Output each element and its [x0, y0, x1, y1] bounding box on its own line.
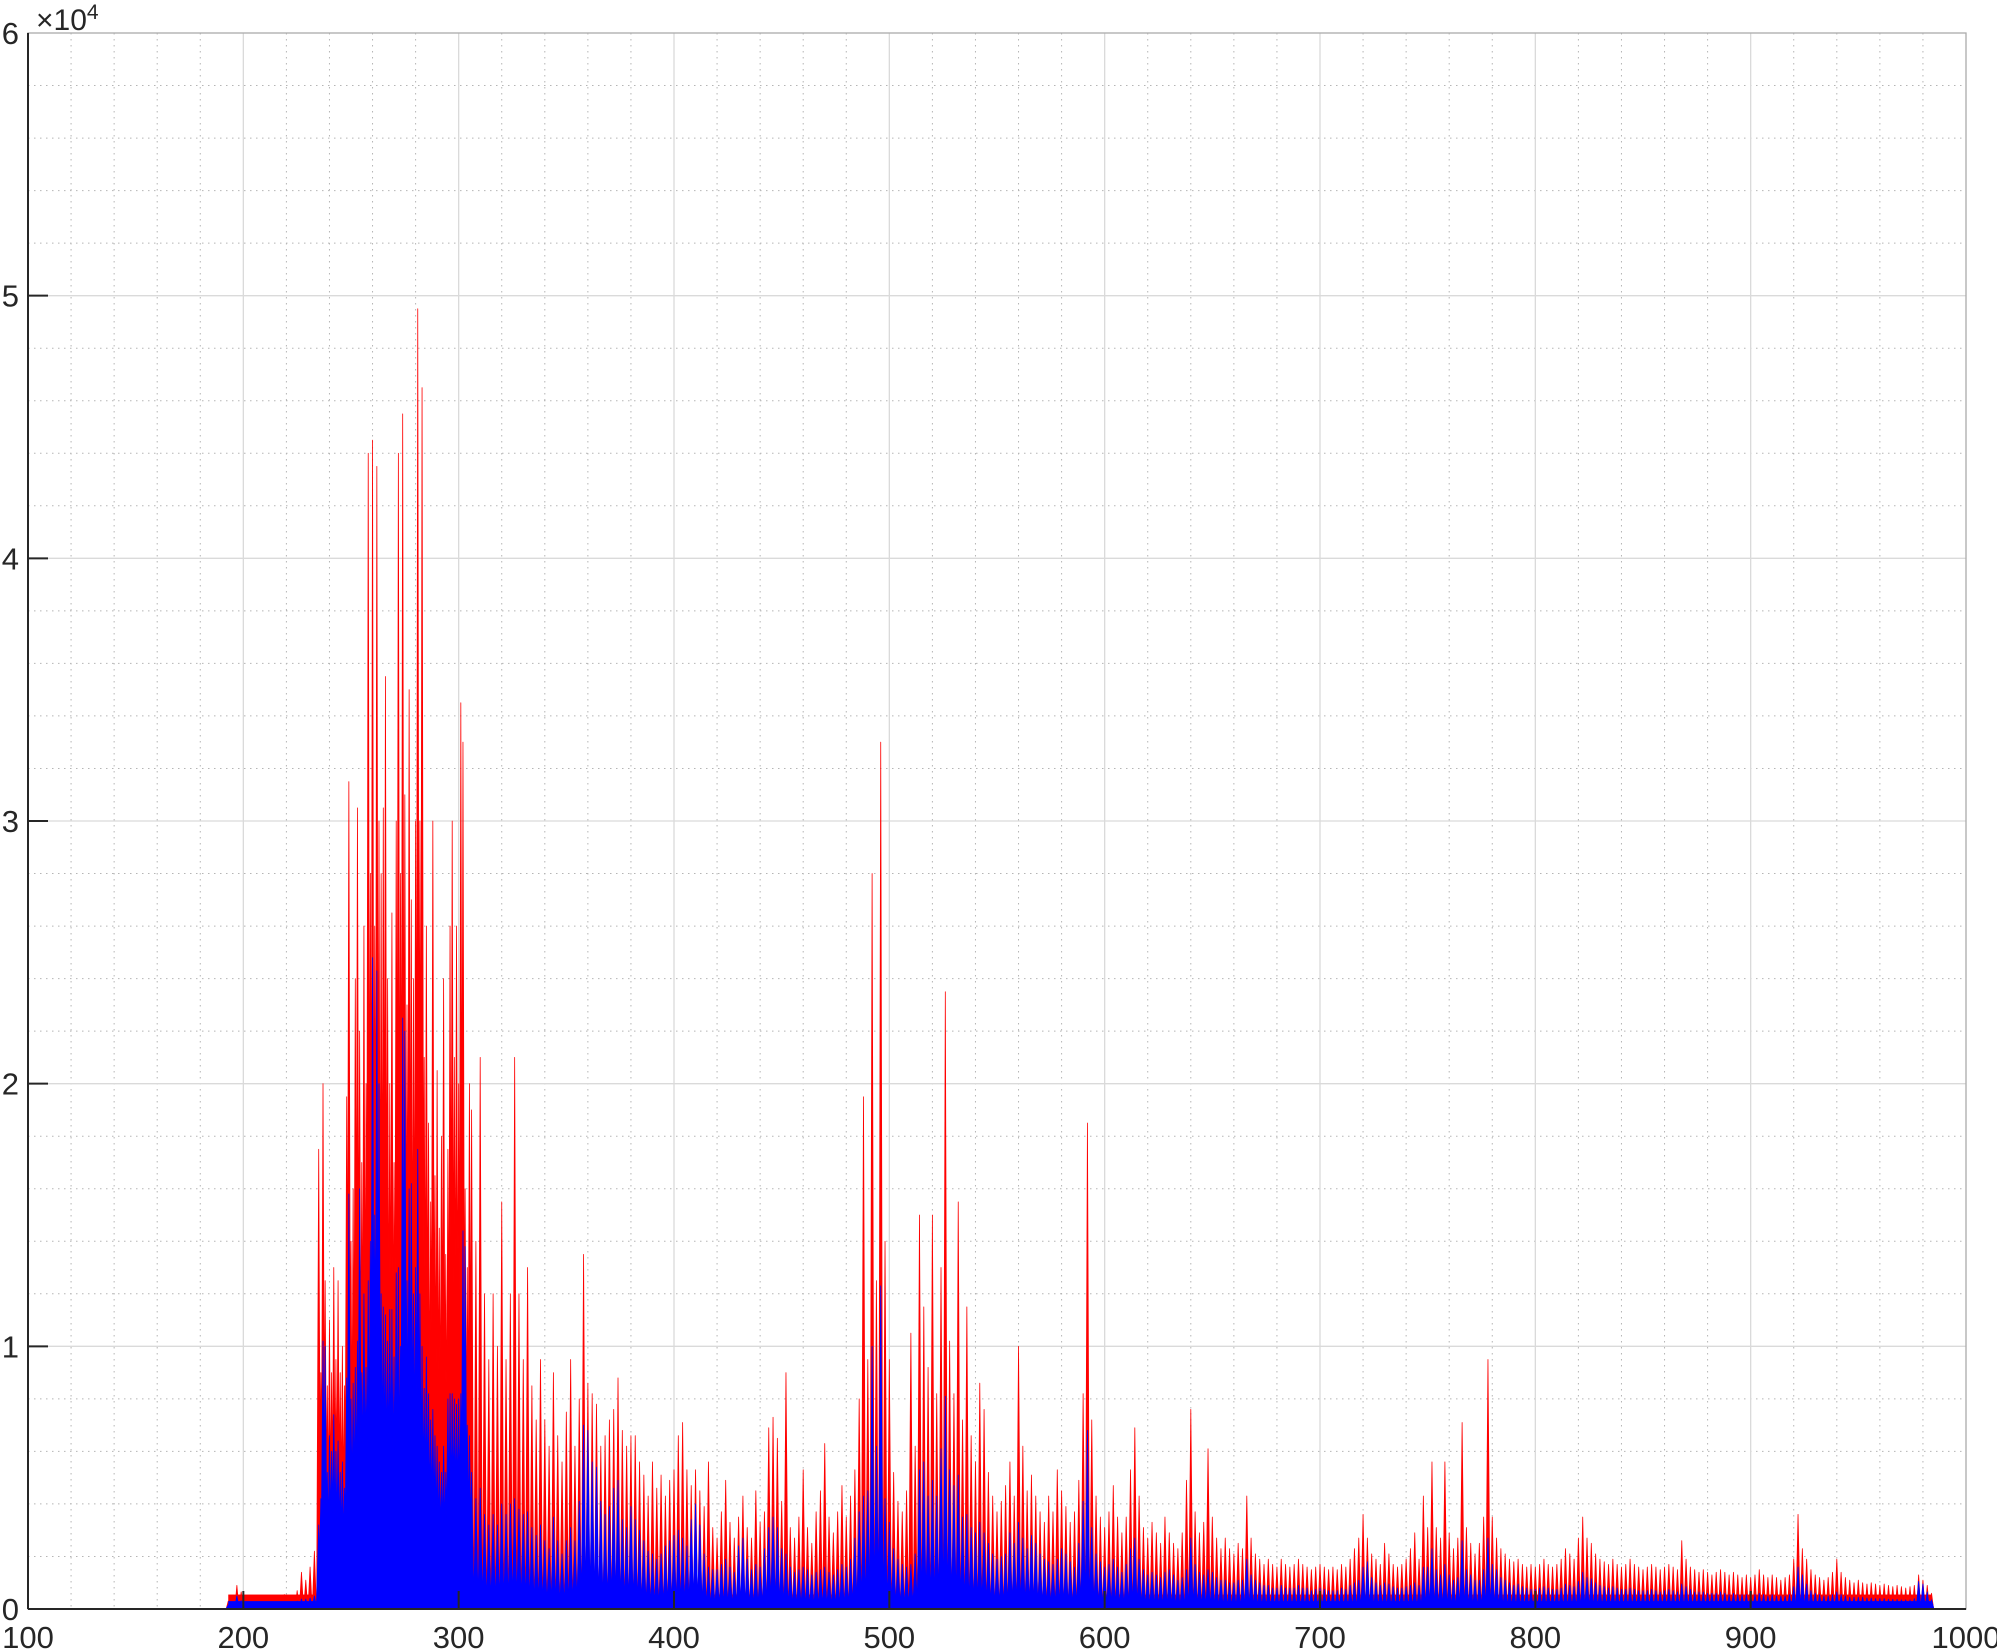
blue-series — [225, 957, 1935, 1610]
x-tick-label: 300 — [433, 1620, 485, 1651]
x-tick-label: 1000 — [1932, 1620, 1997, 1651]
red-series — [225, 308, 1934, 1610]
x-tick-label: 400 — [648, 1620, 700, 1651]
y-tick-label: 2 — [2, 1067, 19, 1102]
x-tick-label: 100 — [2, 1620, 54, 1651]
y-tick-label: 1 — [2, 1329, 19, 1364]
x-tick-label: 200 — [217, 1620, 269, 1651]
x-tick-label: 900 — [1725, 1620, 1777, 1651]
x-tick-label: 800 — [1509, 1620, 1561, 1651]
y-tick-label: 0 — [2, 1592, 19, 1627]
exponent-prefix: ×10 — [36, 4, 87, 37]
x-tick-label: 600 — [1079, 1620, 1131, 1651]
y-tick-label: 4 — [2, 541, 19, 576]
y-tick-label: 5 — [2, 279, 19, 314]
exponent-power: 4 — [86, 1, 99, 24]
y-axis-exponent: ×104 — [36, 1, 99, 38]
y-tick-label: 6 — [2, 16, 19, 51]
x-tick-label: 700 — [1294, 1620, 1346, 1651]
y-tick-label: 3 — [2, 804, 19, 839]
x-tick-label: 500 — [863, 1620, 915, 1651]
